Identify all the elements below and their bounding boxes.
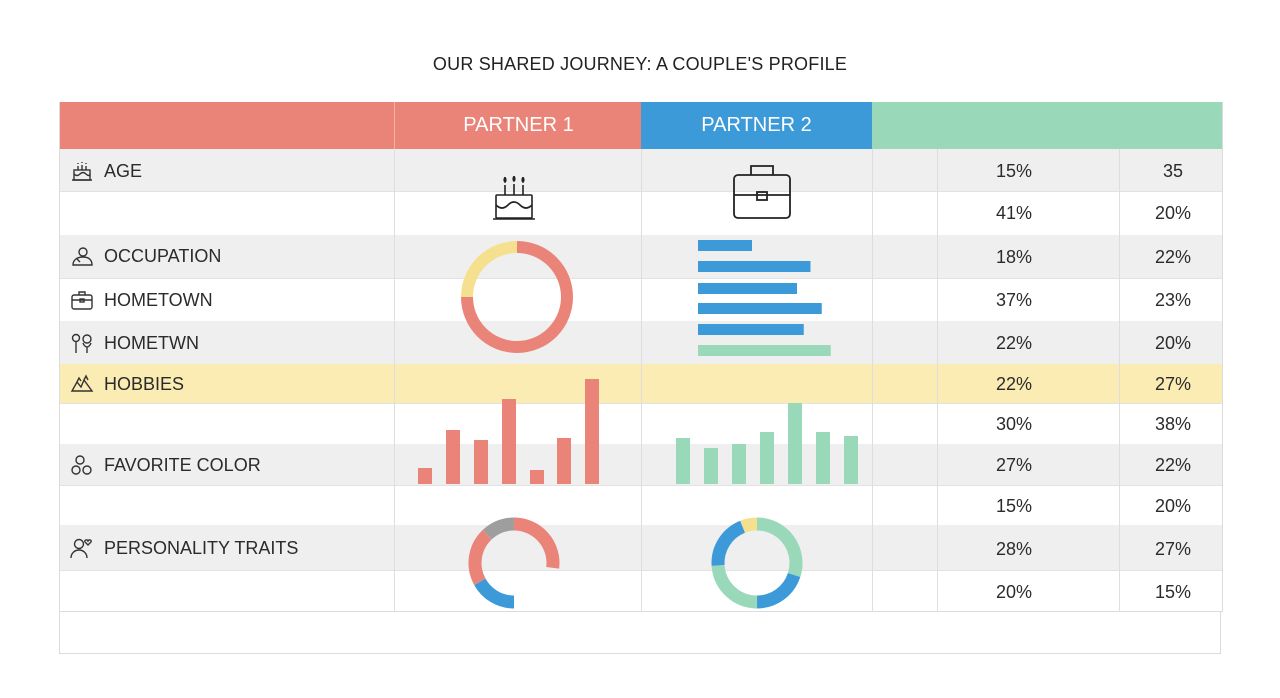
bar (816, 432, 830, 484)
col1-value: 27% (995, 455, 1033, 475)
bar (788, 403, 802, 484)
donut-slice (513, 517, 560, 569)
bar (704, 448, 718, 484)
donut-slice (461, 241, 518, 298)
col2-value: 22% (1154, 247, 1192, 267)
bar (418, 468, 432, 484)
bar (676, 438, 690, 484)
col1-value: 30% (995, 414, 1033, 434)
col2-value: 22% (1154, 455, 1192, 475)
donut-slice (474, 578, 515, 609)
donut-slice (711, 520, 746, 566)
hbar (698, 240, 752, 251)
row-label-occupation: OCCUPATION (70, 244, 221, 268)
col2-value: 20% (1154, 496, 1192, 516)
footer-empty-box (59, 611, 1221, 654)
person-heart-icon (70, 538, 92, 559)
col1-value: 15% (995, 161, 1033, 181)
bar (732, 444, 746, 484)
row-label-text: HOMETOWN (104, 289, 213, 310)
hbar (698, 283, 797, 294)
col1-value: 15% (995, 496, 1033, 516)
row-label-text: HOBBIES (104, 373, 185, 394)
puzzle-icon (70, 374, 94, 392)
row-label-text: FAVORITE COLOR (104, 454, 261, 475)
donut-slice (711, 564, 758, 609)
row-label-text: HOMETWN (104, 332, 199, 353)
col1-value: 41% (995, 203, 1033, 223)
bar (585, 379, 599, 484)
cake-icon (72, 162, 92, 181)
col2-value: 27% (1154, 374, 1192, 394)
row-label-text: OCCUPATION (104, 245, 222, 266)
row-label-hobbies: HOBBIES (70, 372, 184, 396)
bar (446, 430, 460, 484)
hbar (698, 261, 811, 272)
row-label-text: PERSONALITY TRAITS (104, 537, 299, 558)
row-label-personality-traits: PERSONALITY TRAITS (70, 536, 298, 560)
palette-icon (71, 455, 92, 475)
col2-value: 23% (1154, 290, 1192, 310)
header-partner-2: PARTNER 2 (641, 102, 872, 149)
briefcase-icon (71, 291, 93, 310)
pin-icon (71, 333, 92, 353)
col1-value: 28% (995, 539, 1033, 559)
donut-slice (461, 241, 573, 353)
header-blank-right (872, 102, 1222, 149)
hbar (698, 303, 822, 314)
col2-value: 20% (1154, 333, 1192, 353)
hbar (698, 345, 831, 356)
bar (530, 470, 544, 484)
column-divider (1119, 149, 1120, 611)
column-divider (937, 149, 938, 611)
donut-slice (482, 517, 515, 540)
col2-value: 38% (1154, 414, 1192, 434)
col1-value: 20% (995, 582, 1033, 602)
column-divider (872, 149, 873, 611)
col1-value: 22% (995, 333, 1033, 353)
col2-value: 15% (1154, 582, 1192, 602)
donut-slice (756, 517, 803, 578)
header-blank-left (60, 102, 394, 149)
profile-table: PARTNER 1 PARTNER 2 AGE OCCUPATION HOMET… (59, 102, 1223, 612)
person-icon (72, 247, 93, 266)
col2-value: 20% (1154, 203, 1192, 223)
donut-slice (756, 572, 801, 609)
bar (474, 440, 488, 484)
row-label-favorite-color: FAVORITE COLOR (70, 453, 261, 477)
hbar (698, 324, 804, 335)
row-label-hometown: HOMETOWN (70, 288, 213, 312)
bar (844, 436, 858, 484)
page-title: OUR SHARED JOURNEY: A COUPLE'S PROFILE (432, 54, 848, 74)
col1-value: 37% (995, 290, 1033, 310)
col1-value: 18% (995, 247, 1033, 267)
bar (760, 432, 774, 484)
row-label-hometwn: HOMETWN (70, 331, 199, 355)
column-divider (394, 149, 395, 611)
row-label-age: AGE (70, 159, 142, 183)
col1-value: 22% (995, 374, 1033, 394)
bar (557, 438, 571, 484)
col2-value: 35 (1162, 161, 1184, 181)
column-divider (641, 149, 642, 611)
col2-value: 27% (1154, 539, 1192, 559)
row-label-text: AGE (104, 160, 143, 181)
bar (502, 399, 516, 484)
donut-slice (740, 517, 758, 533)
header-partner-1: PARTNER 1 (394, 102, 642, 149)
donut-slice (468, 529, 492, 585)
briefcase-icon (733, 165, 791, 219)
birthday-cake-icon (493, 175, 535, 220)
